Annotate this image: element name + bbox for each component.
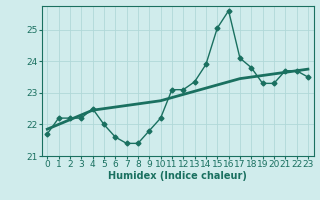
X-axis label: Humidex (Indice chaleur): Humidex (Indice chaleur) xyxy=(108,171,247,181)
